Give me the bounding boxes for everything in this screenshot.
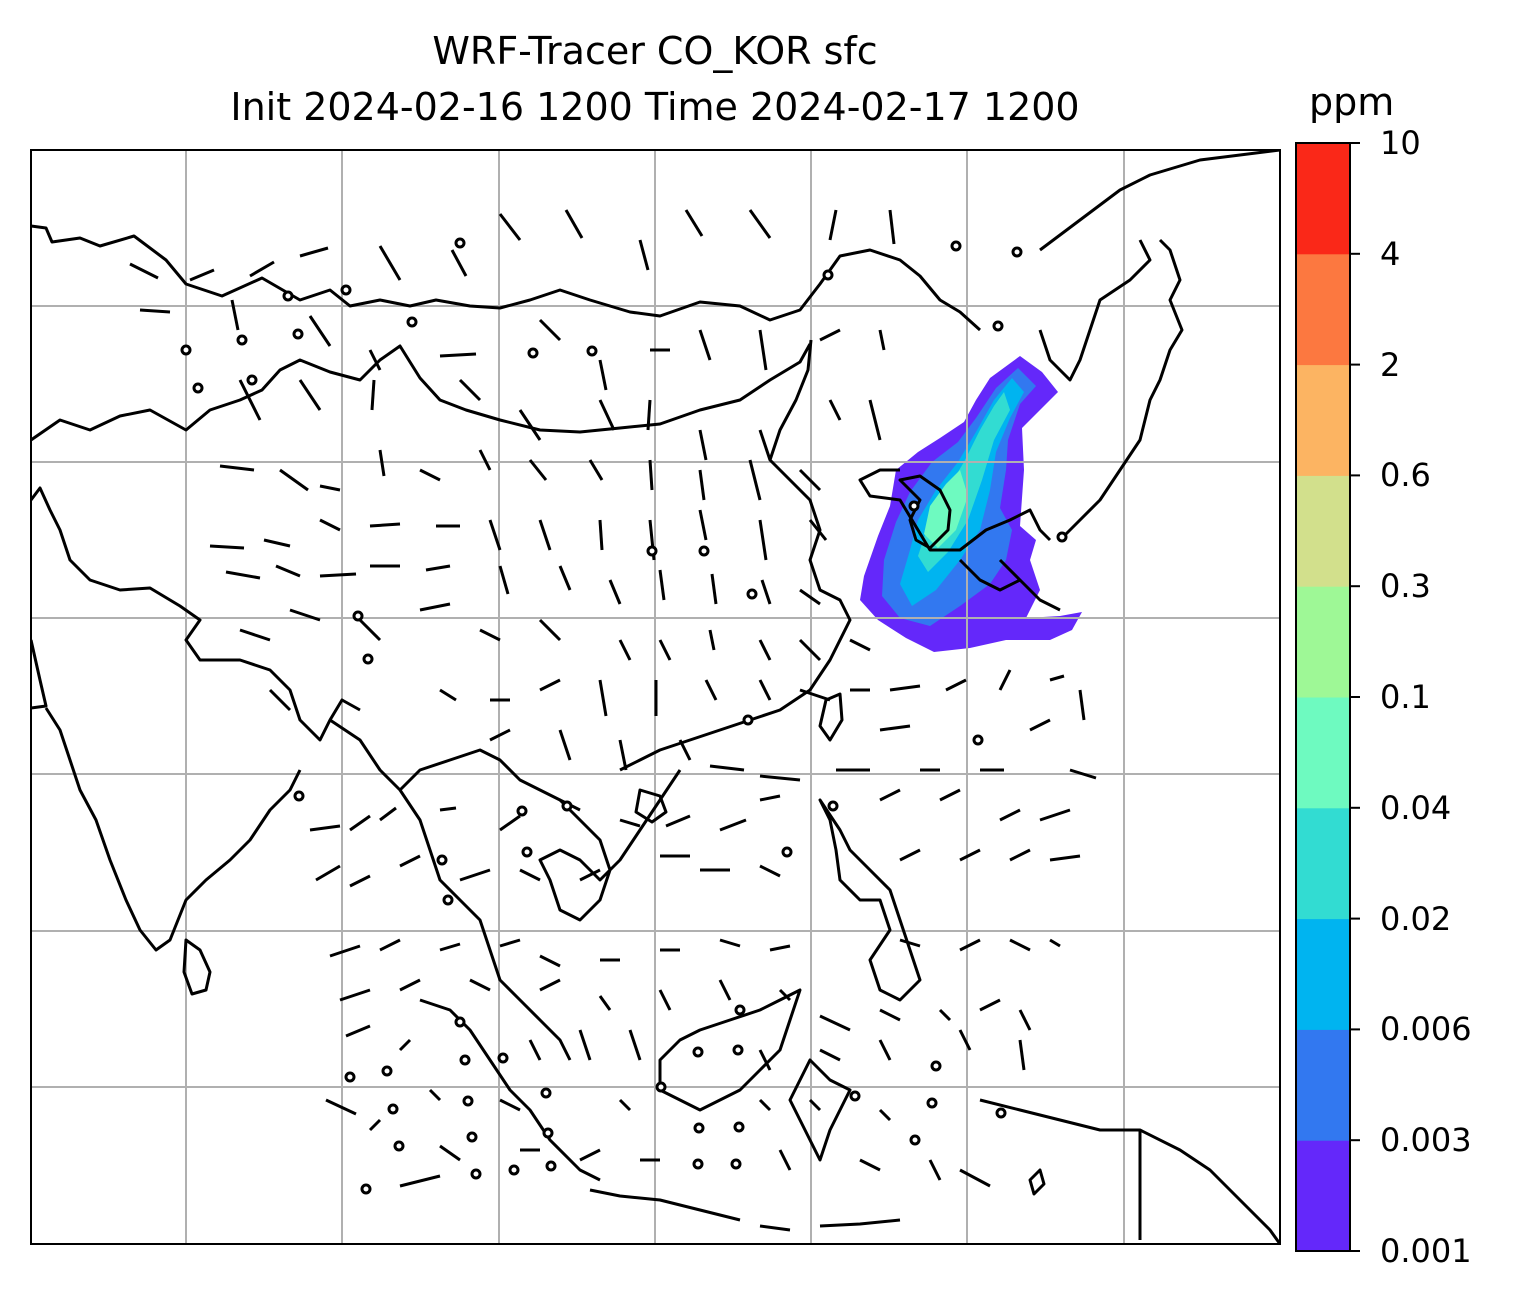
map-frame [30, 149, 1281, 1245]
sulawesi [788, 1058, 852, 1162]
colorbar-tick-label: 0.1 [1380, 678, 1431, 716]
colorbar-unit: ppm [1309, 80, 1395, 124]
new-guinea [979, 1098, 1280, 1244]
colorbar-tick-label: 0.02 [1380, 899, 1452, 938]
colorbar-tick-label: 2 [1380, 345, 1401, 384]
colorbar-tick-label: 10 [1380, 124, 1421, 162]
china-coast [619, 339, 852, 772]
japan [958, 238, 1184, 612]
india-coast [31, 639, 302, 952]
map-title: WRF-Tracer CO_KOR sfc [432, 29, 878, 73]
taiwan [818, 692, 844, 742]
colorbar-tick-label: 0.006 [1380, 1010, 1472, 1049]
border-west [31, 343, 812, 442]
colorbar-segment [1296, 1029, 1350, 1141]
colorbar-segment [1296, 586, 1350, 698]
sakhalin [1038, 239, 1152, 382]
border-north [31, 224, 982, 332]
colorbar-segment [1296, 253, 1350, 366]
colorbar-tick-label: 0.3 [1380, 567, 1431, 606]
colorbar-tick-label: 0.6 [1380, 456, 1431, 495]
coastlines [31, 150, 1280, 1244]
colorbar-segment [1296, 143, 1350, 255]
wind-barbs [129, 209, 1097, 1188]
calm-markers [180, 237, 1068, 1195]
colorbar-tick-label: 4 [1380, 234, 1401, 273]
borneo [658, 988, 802, 1112]
russia-east [1039, 150, 1280, 252]
korea-outline [858, 468, 1052, 552]
co-plume [860, 356, 1082, 652]
colorbar-segment [1296, 918, 1350, 1030]
colorbar-tick-label: 0.001 [1380, 1232, 1472, 1270]
coast-south-asia [31, 486, 361, 742]
sumatra [419, 998, 601, 1182]
gridlines [31, 150, 1280, 1244]
plume-level-peak [924, 470, 968, 548]
map-subtitle: Init 2024-02-16 1200 Time 2024-02-17 120… [230, 85, 1080, 129]
colorbar-segment [1296, 364, 1350, 476]
colorbar-tick-label: 0.04 [1380, 788, 1452, 827]
colorbar-segment [1296, 475, 1350, 587]
colorbar-segment [1296, 1140, 1350, 1252]
timor [1028, 1168, 1046, 1196]
sri-lanka [182, 938, 212, 996]
colorbar-tick-label: 0.003 [1380, 1121, 1472, 1160]
indochina [329, 718, 682, 1061]
colorbar [1295, 142, 1360, 1252]
colorbar-segment [1296, 697, 1350, 809]
java [589, 1188, 901, 1232]
colorbar-segment [1296, 807, 1350, 920]
hainan [634, 788, 668, 824]
philippines [818, 798, 922, 1002]
